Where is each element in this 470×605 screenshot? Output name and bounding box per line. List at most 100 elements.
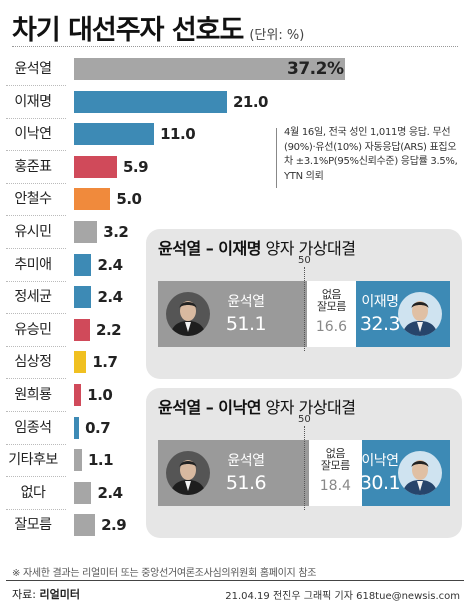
title-divider (12, 46, 458, 47)
row-divider (6, 85, 66, 86)
bar-category-label: 유시민 (14, 224, 52, 240)
row-divider (6, 117, 66, 119)
bar (74, 286, 92, 309)
note-divider (276, 128, 277, 188)
bar (74, 123, 155, 146)
midline-label: 50 (298, 414, 311, 425)
midline-label: 50 (298, 255, 311, 266)
candidate-portrait-icon (166, 292, 210, 336)
bar-value-label: 1.0 (87, 386, 113, 404)
matchup-title: 윤석열 – 이낙연 양자 가상대결 (158, 394, 356, 418)
source-line: 자료: 리얼미터 (12, 586, 80, 602)
bar-category-label: 이낙연 (14, 126, 52, 143)
row-divider (6, 313, 66, 315)
matchup-title-names: 윤석열 – 이재명 (158, 239, 261, 258)
candidate-portrait-icon (166, 451, 210, 495)
bar (74, 90, 227, 113)
matchup-segment-value: 30.1 (359, 472, 401, 494)
bar (74, 221, 98, 243)
footer-divider (6, 580, 464, 581)
credit-line: 21.04.19 전진우 그래픽 기자 618tue@newsis.com (225, 591, 460, 602)
bar-value-label: 11.0 (160, 125, 196, 144)
row-divider (6, 248, 66, 249)
bar-value-label: 3.2 (103, 223, 129, 241)
midline-50 (304, 426, 305, 510)
bar-value-label: 2.2 (96, 320, 122, 339)
row-divider (6, 280, 66, 282)
bar-category-label: 홍준표 (14, 158, 52, 175)
matchup-segment-value: 16.6 (315, 319, 348, 335)
bar-row: 정세균 2.4 (0, 286, 470, 309)
bar (74, 351, 87, 374)
matchup-segment-name: 이재명 (361, 294, 399, 310)
footnote: ※ 자세한 결과는 리얼미터 또는 중앙선거여론조사심의위원회 홈페이지 참조 (12, 568, 317, 579)
row-divider (6, 443, 66, 445)
matchup-segment-value: 18.4 (319, 478, 351, 494)
matchup-segment-undecided (307, 281, 356, 347)
row-divider (6, 476, 66, 478)
bar-category-label: 유승민 (14, 321, 52, 338)
bar (74, 416, 80, 439)
bar-category-label: 윤석열 (14, 61, 52, 77)
row-divider (6, 215, 66, 217)
bar-category-label: 잘모름 (14, 517, 52, 534)
matchup-title-suffix: 양자 가상대결 (260, 239, 356, 258)
source-name: 리얼미터 (39, 588, 80, 601)
page-title: 차기 대선주자 선호도 (12, 15, 244, 46)
bar-category-label: 안철수 (14, 191, 52, 208)
bar-row: 잘모름 2.9 (0, 514, 470, 537)
bar (74, 253, 92, 276)
bar-row: 없다 2.4 (0, 481, 470, 504)
matchup-title-suffix: 양자 가상대결 (260, 398, 356, 417)
bar-row: 이재명 21.0 (0, 90, 470, 113)
row-divider (6, 182, 66, 184)
bar-category-label: 임종석 (14, 419, 52, 436)
bar-row: 안철수 5.0 (0, 188, 470, 211)
bar-row: 임종석 0.7 (0, 416, 470, 439)
bar-value-label: 37.2% (287, 59, 344, 79)
matchup-segment-name: 윤석열 (227, 294, 265, 310)
bar-value-label: 2.9 (101, 516, 127, 535)
row-divider (6, 345, 66, 347)
bar (74, 58, 345, 80)
unit-label: (단위: %) (249, 28, 305, 43)
row-divider (6, 378, 66, 380)
bar-category-label: 없다 (20, 484, 46, 501)
bar (74, 384, 82, 406)
bar-row: 유시민 3.2 (0, 221, 470, 243)
bar (74, 318, 91, 341)
bar (74, 449, 82, 472)
bar-row: 심상정 1.7 (0, 351, 470, 374)
bar-value-label: 1.7 (92, 353, 118, 372)
matchup-segment-name: 이낙연 (361, 453, 399, 469)
bar-category-label: 기타후보 (8, 452, 58, 469)
bar-category-label: 이재명 (14, 93, 52, 110)
bar-value-label: 2.4 (97, 288, 123, 307)
bar-value-label: 5.0 (116, 190, 142, 209)
row-divider (6, 508, 66, 510)
matchup-segment-name: 윤석열 (227, 453, 265, 469)
bar (74, 188, 111, 211)
bar-category-label: 추미애 (14, 256, 52, 273)
bar-value-label: 2.4 (97, 255, 123, 274)
bar-row: 이낙연 11.0 (0, 123, 470, 146)
title-block: 차기 대선주자 선호도 (단위: %) (12, 8, 304, 47)
matchup-segment-name: 없음 잘모름 (317, 288, 346, 313)
bar (74, 514, 96, 537)
bar-value-label: 2.4 (97, 483, 123, 502)
bar-row: 기타후보 1.1 (0, 449, 470, 472)
bar (74, 481, 92, 504)
bar-row: 윤석열 37.2% (0, 58, 470, 80)
bar-value-label: 5.9 (122, 157, 149, 176)
bar-row: 홍준표 5.9 (0, 155, 470, 178)
row-divider (6, 150, 66, 152)
bar-row: 추미애 2.4 (0, 253, 470, 276)
bar-value-label: 21.0 (232, 92, 269, 111)
source-label: 자료: (12, 588, 36, 601)
matchup-segment-value: 51.6 (225, 472, 267, 494)
bar-value-label: 0.7 (85, 418, 111, 437)
bar-row: 유승민 2.2 (0, 318, 470, 341)
bar-row: 원희룡 1.0 (0, 384, 470, 406)
candidate-portrait-icon (398, 292, 442, 336)
